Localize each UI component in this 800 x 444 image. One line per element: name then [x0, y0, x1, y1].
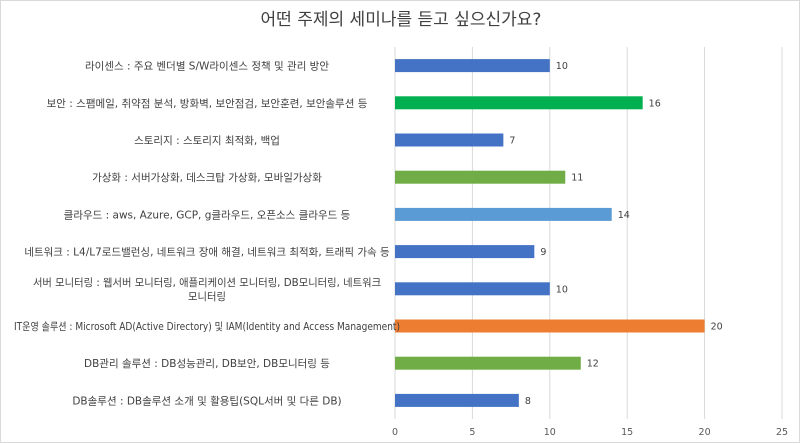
category-label-line: DB솔루션 : DB솔루션 소개 및 활용팁(SQL서버 및 다른 DB)	[72, 394, 341, 407]
data-label: 10	[556, 284, 568, 295]
x-tick-label: 20	[699, 427, 711, 438]
x-tick-label: 15	[621, 427, 633, 438]
bar	[395, 59, 550, 73]
bars	[395, 59, 705, 407]
bar	[395, 96, 643, 110]
category-label-line: 서버 모니터링 : 웹서버 모니터링, 애플리케이션 모니터링, DB모니터링,…	[33, 276, 381, 289]
bar	[395, 245, 535, 259]
data-label: 7	[509, 136, 515, 147]
x-tick-label: 5	[469, 427, 475, 438]
bar	[395, 393, 519, 407]
bar	[395, 282, 550, 296]
category-label-line: 가상화 : 서버가상화, 데스크탑 가상화, 모바일가상화	[92, 171, 322, 184]
x-axis-ticks: 0 5 10 15 20 25	[392, 427, 788, 438]
category-label: 가상화 : 서버가상화, 데스크탑 가상화, 모바일가상화	[92, 171, 322, 184]
data-label: 9	[540, 247, 546, 258]
category-label-line: 클라우드 : aws, Azure, GCP, g클라우드, 오픈소스 클라우드…	[64, 209, 351, 221]
data-label: 20	[711, 322, 723, 333]
value-labels: 10 16 7 11 14 9 10 20 12 8	[509, 61, 722, 407]
category-label-line: 모니터링	[188, 291, 226, 303]
category-label-line: 보안 : 스팸메일, 취약점 분석, 방화벽, 보안점검, 보안훈련, 보안솔루…	[47, 97, 368, 110]
category-label: 네트워크 : L4/L7로드밸런싱, 네트워크 장애 해결, 네트워크 최적화,…	[24, 246, 390, 259]
category-label-line: IT운영 솔루션 : Microsoft AD(Active Directory…	[14, 321, 400, 333]
category-label-line: 라이센스 : 주요 벤더별 S/W라이센스 정책 및 관리 방안	[85, 61, 329, 73]
data-label: 12	[587, 359, 599, 370]
category-label: DB관리 솔루션 : DB성능관리, DB보안, DB모니터링 등	[84, 358, 330, 370]
bar	[395, 319, 705, 333]
x-tick-label: 10	[544, 427, 556, 438]
bar	[395, 170, 566, 184]
category-label: 클라우드 : aws, Azure, GCP, g클라우드, 오픈소스 클라우드…	[64, 209, 351, 221]
category-label: 서버 모니터링 : 웹서버 모니터링, 애플리케이션 모니터링, DB모니터링,…	[33, 276, 381, 303]
bar	[395, 133, 504, 147]
category-label-line: 네트워크 : L4/L7로드밸런싱, 네트워크 장애 해결, 네트워크 최적화,…	[24, 246, 390, 259]
category-label-line: 스토리지 : 스토리지 최적화, 백업	[134, 134, 280, 147]
category-label-line: DB관리 솔루션 : DB성능관리, DB보안, DB모니터링 등	[84, 358, 330, 370]
category-label: 보안 : 스팸메일, 취약점 분석, 방화벽, 보안점검, 보안훈련, 보안솔루…	[47, 97, 368, 110]
x-tick-label: 25	[776, 427, 788, 438]
chart-title: 어떤 주제의 세미나를 듣고 싶으신가요?	[261, 10, 542, 30]
category-label: IT운영 솔루션 : Microsoft AD(Active Directory…	[14, 321, 400, 333]
category-label: 라이센스 : 주요 벤더별 S/W라이센스 정책 및 관리 방안	[85, 61, 329, 73]
x-tick-label: 0	[392, 427, 398, 438]
data-label: 16	[649, 98, 661, 109]
data-label: 8	[525, 396, 531, 407]
category-label: DB솔루션 : DB솔루션 소개 및 활용팁(SQL서버 및 다른 DB)	[72, 394, 341, 407]
data-label: 14	[618, 210, 630, 221]
category-label: 스토리지 : 스토리지 최적화, 백업	[134, 134, 280, 147]
bar	[395, 356, 581, 370]
data-label: 10	[556, 61, 568, 72]
bar	[395, 207, 612, 221]
data-label: 11	[571, 173, 583, 184]
